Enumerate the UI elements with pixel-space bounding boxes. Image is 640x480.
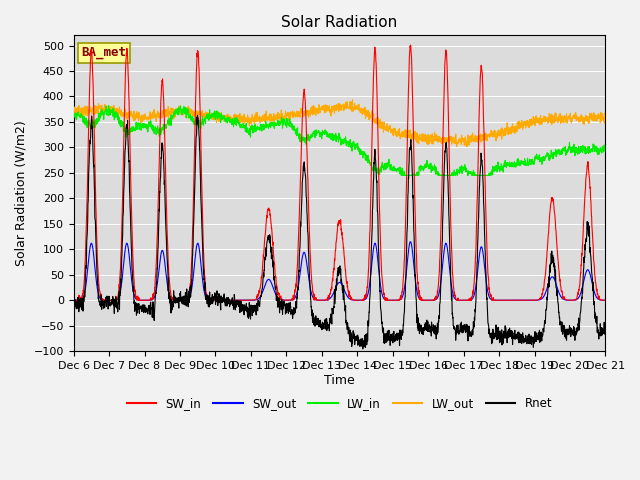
Y-axis label: Solar Radiation (W/m2): Solar Radiation (W/m2) xyxy=(15,120,28,266)
SW_out xyxy=(555,289,563,295)
Line: SW_in: SW_in xyxy=(74,45,605,300)
SW_in xyxy=(602,298,609,303)
LW_out xyxy=(367,115,374,121)
LW_out xyxy=(355,101,363,107)
LW_out xyxy=(602,114,609,120)
LW_out xyxy=(555,113,563,119)
LW_in xyxy=(367,162,374,168)
SW_out xyxy=(495,298,502,303)
Rnet xyxy=(367,270,374,276)
SW_in xyxy=(407,42,415,48)
SW_in xyxy=(218,298,226,303)
Rnet xyxy=(218,300,226,306)
Line: LW_in: LW_in xyxy=(74,106,605,175)
SW_out xyxy=(218,298,226,303)
LW_in xyxy=(70,114,77,120)
SW_in xyxy=(76,298,83,303)
Line: Rnet: Rnet xyxy=(74,115,605,349)
Line: LW_out: LW_out xyxy=(74,100,605,147)
LW_out xyxy=(349,97,356,103)
LW_out xyxy=(570,115,577,121)
SW_out xyxy=(367,275,374,280)
Rnet xyxy=(194,112,202,118)
SW_in xyxy=(555,267,563,273)
Rnet xyxy=(359,346,367,352)
Rnet xyxy=(555,309,563,315)
SW_in xyxy=(495,298,502,303)
SW_in xyxy=(570,297,577,303)
LW_in xyxy=(555,146,563,152)
LW_out xyxy=(70,109,77,115)
Rnet xyxy=(355,340,363,346)
Rnet xyxy=(70,302,77,308)
SW_out xyxy=(225,298,232,303)
LW_in xyxy=(397,172,405,178)
Line: SW_out: SW_out xyxy=(74,242,605,300)
LW_out xyxy=(463,144,471,150)
SW_in xyxy=(367,205,374,211)
Text: BA_met: BA_met xyxy=(82,47,127,60)
Legend: SW_in, SW_out, LW_in, LW_out, Rnet: SW_in, SW_out, LW_in, LW_out, Rnet xyxy=(122,392,557,415)
SW_out xyxy=(406,239,414,245)
Rnet xyxy=(602,331,609,337)
LW_in xyxy=(495,164,502,169)
LW_out xyxy=(218,114,226,120)
LW_in xyxy=(602,148,609,154)
SW_out xyxy=(355,298,363,303)
SW_in xyxy=(70,298,77,303)
Rnet xyxy=(570,324,577,329)
Rnet xyxy=(495,335,502,340)
SW_out xyxy=(70,298,77,303)
SW_out xyxy=(570,297,577,303)
X-axis label: Time: Time xyxy=(324,374,355,387)
LW_in xyxy=(570,142,577,147)
LW_in xyxy=(105,103,113,108)
LW_out xyxy=(495,127,502,133)
SW_out xyxy=(602,298,609,303)
LW_in xyxy=(218,117,226,122)
LW_in xyxy=(355,145,363,151)
SW_in xyxy=(355,298,363,303)
Title: Solar Radiation: Solar Radiation xyxy=(282,15,397,30)
